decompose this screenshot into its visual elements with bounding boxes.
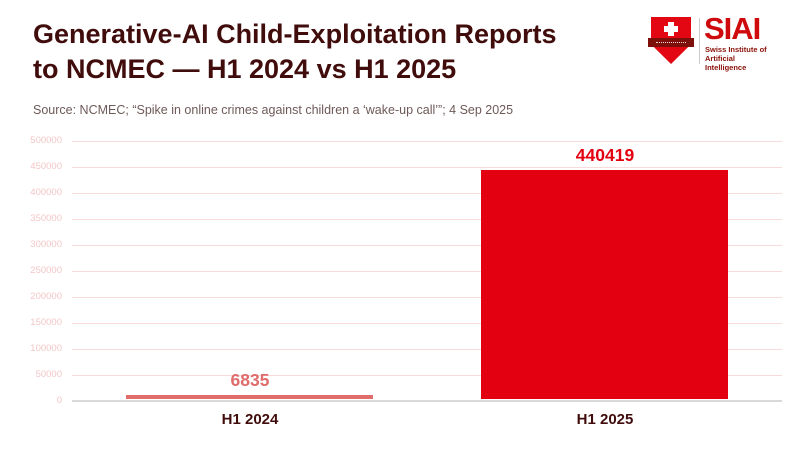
y-tick-label: 300000 [30,239,62,250]
bar-h1-2025 [481,169,728,399]
plot-area [72,141,782,402]
y-tick-label: 250000 [30,265,62,276]
y-tick-label: 500000 [30,135,62,146]
gridline [72,297,782,298]
gridline [72,349,782,350]
logo-divider [699,18,700,64]
y-tick-label: 0 [56,395,62,406]
x-tick-label: H1 2025 [576,411,634,428]
gridline [72,323,782,324]
y-tick-label: 400000 [30,187,62,198]
gridline [72,375,782,376]
chart-title-line2: to NCMEC — H1 2024 vs H1 2025 [33,54,457,84]
source-caption: Source: NCMEC; “Spike in online crimes a… [33,103,514,117]
x-tick-label: H1 2024 [221,411,279,428]
swiss-shield-icon [648,17,694,64]
gridline [72,245,782,246]
x-axis-line [72,400,782,402]
y-tick-label: 450000 [30,161,62,172]
gridline [72,167,782,168]
y-tick-label: 100000 [30,343,62,354]
y-tick-label: 200000 [30,291,62,302]
bar-h1-2024 [126,395,373,399]
siai-logo: SIAI Swiss Institute of Artificial Intel… [646,11,776,72]
logo-banner [648,38,694,47]
chart-title: Generative-AI Child-Exploitation Reports… [33,17,557,87]
y-tick-label: 50000 [35,369,62,380]
y-tick-label: 350000 [30,213,62,224]
gridline [72,219,782,220]
value-label: 440419 [575,144,635,165]
gridline [72,193,782,194]
gridline [72,141,782,142]
gridline [72,271,782,272]
y-tick-label: 150000 [30,317,62,328]
logo-acronym: SIAI [704,11,761,46]
logo-subtitle: Swiss Institute of Artificial Intelligen… [705,45,767,72]
chart-title-line1: Generative-AI Child-Exploitation Reports [33,19,557,49]
value-label: 6835 [230,370,270,390]
